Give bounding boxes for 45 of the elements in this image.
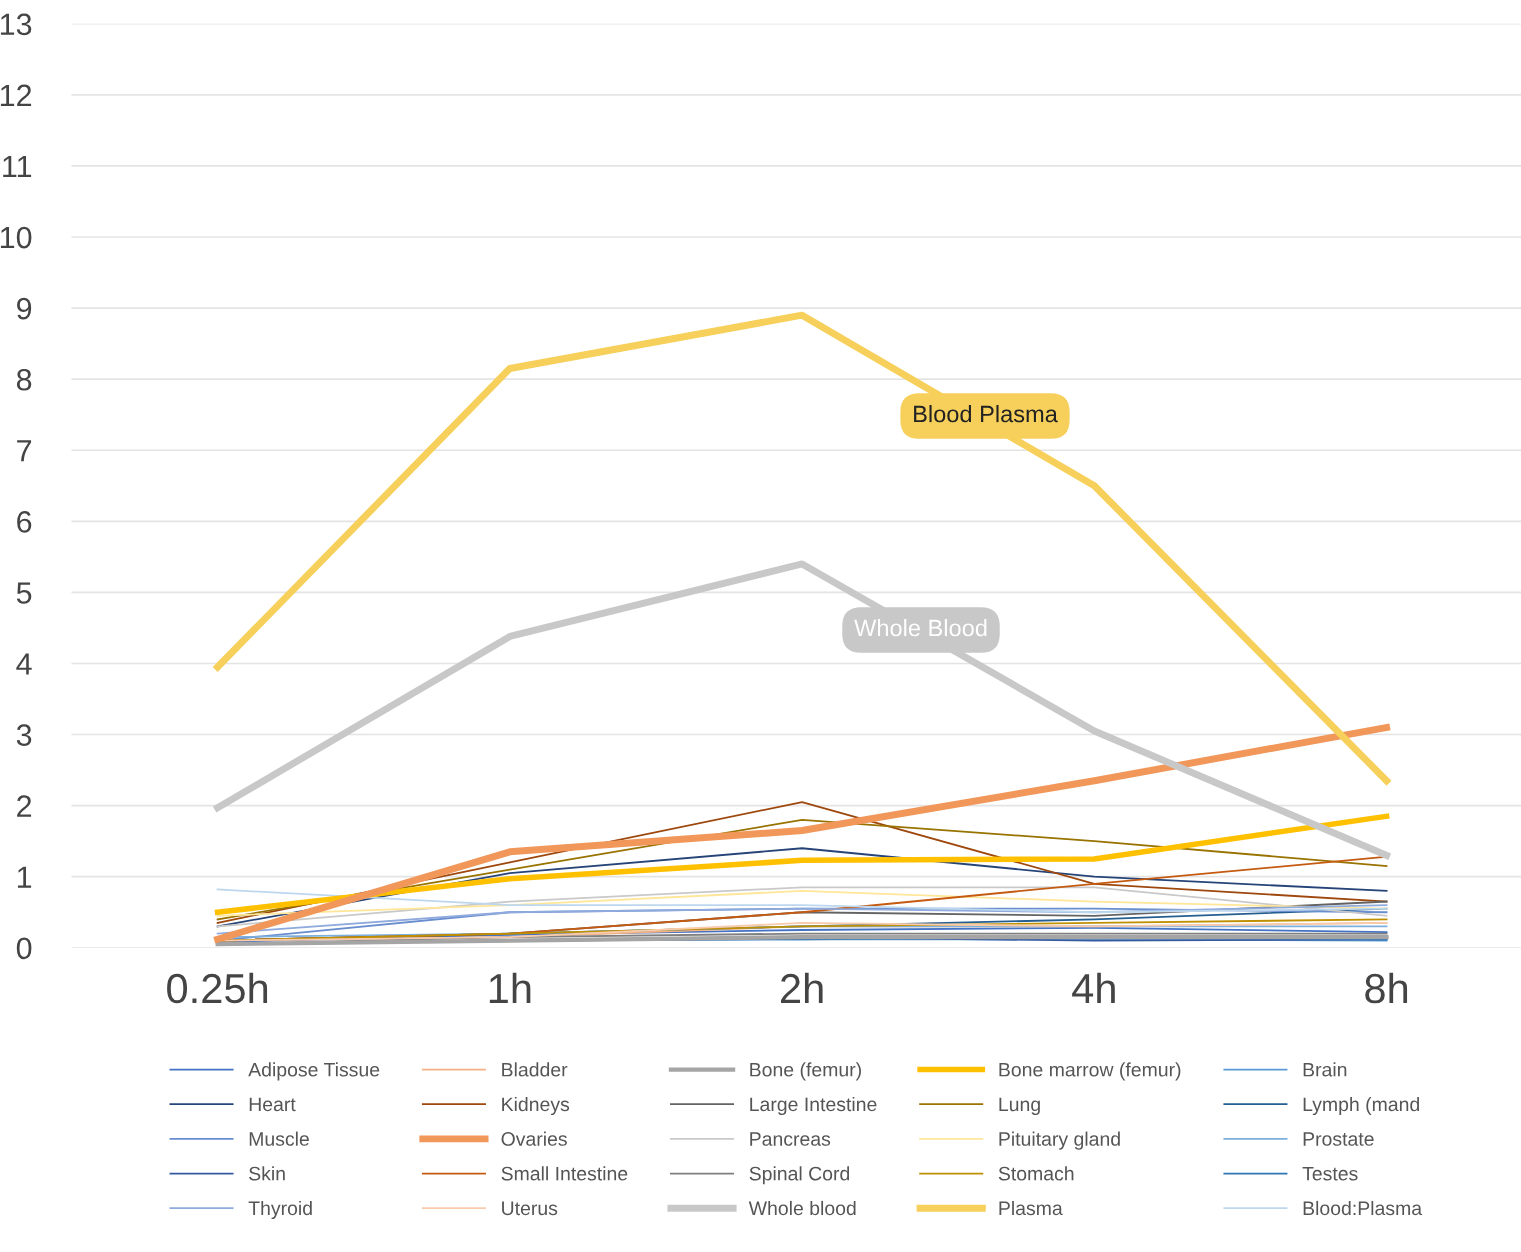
legend-label: Pancreas <box>750 1132 831 1146</box>
legend-label: Whole blood <box>748 1200 856 1216</box>
y-tick-label: 9 <box>17 297 32 320</box>
legend-label: Thyroid <box>248 1200 312 1220</box>
y-tick-label: 0 <box>16 937 32 960</box>
x-tick-label: 8h <box>1365 972 1408 1004</box>
legend-label: Prostate <box>1303 1132 1374 1146</box>
y-tick-label: 5 <box>16 582 32 604</box>
y-tick-label: 13 <box>0 13 32 36</box>
legend-label: Stomach <box>998 1166 1074 1181</box>
legend-label: Adipose Tissue <box>248 1062 380 1081</box>
annotation: Blood Plasma <box>914 404 1058 423</box>
legend-label: Skin <box>249 1166 285 1181</box>
legend-label: Muscle <box>249 1131 309 1146</box>
legend-label: Bladder <box>502 1062 568 1077</box>
legend-label: Plasma <box>999 1200 1063 1216</box>
legend-label: Lung <box>999 1097 1040 1116</box>
y-tick-label: 3 <box>16 724 32 746</box>
legend-label: Kidneys <box>502 1096 570 1116</box>
legend-label: Brain <box>1303 1062 1347 1077</box>
y-tick-label: 1 <box>17 866 32 888</box>
y-tick-label: 4 <box>16 653 32 675</box>
x-tick-label: 0.25h <box>167 972 268 1004</box>
legend-label: Pituitary gland <box>999 1131 1120 1150</box>
legend-label: Bone (femur) <box>750 1062 861 1081</box>
legend-label: Ovaries <box>501 1131 567 1146</box>
legend-label: Spinal Cord <box>749 1166 850 1185</box>
y-tick-label: 10 <box>0 226 32 249</box>
y-tick-label: 2 <box>17 795 32 817</box>
legend-label: Heart <box>249 1097 296 1112</box>
x-tick-label: 2h <box>781 972 823 1003</box>
legend-label: Small Intestine <box>501 1166 628 1181</box>
y-tick-label: 11 <box>3 155 32 178</box>
x-tick-label: 4h <box>1072 972 1115 1003</box>
legend-label: Testes <box>1302 1166 1358 1181</box>
y-tick-label: 8 <box>16 368 32 391</box>
legend-label: Large Intestine <box>750 1096 877 1116</box>
y-tick-label: 7 <box>17 440 32 462</box>
legend-label: Bone marrow (femur) <box>999 1062 1181 1081</box>
legend-label: Uterus <box>502 1201 558 1216</box>
y-tick-label: 6 <box>17 511 32 533</box>
legend-label: Lymph (mand <box>1303 1096 1419 1116</box>
x-tick-label: 1h <box>489 972 531 1003</box>
y-tick-label: 12 <box>0 84 32 106</box>
legend-label: Blood:Plasma <box>1303 1200 1423 1216</box>
